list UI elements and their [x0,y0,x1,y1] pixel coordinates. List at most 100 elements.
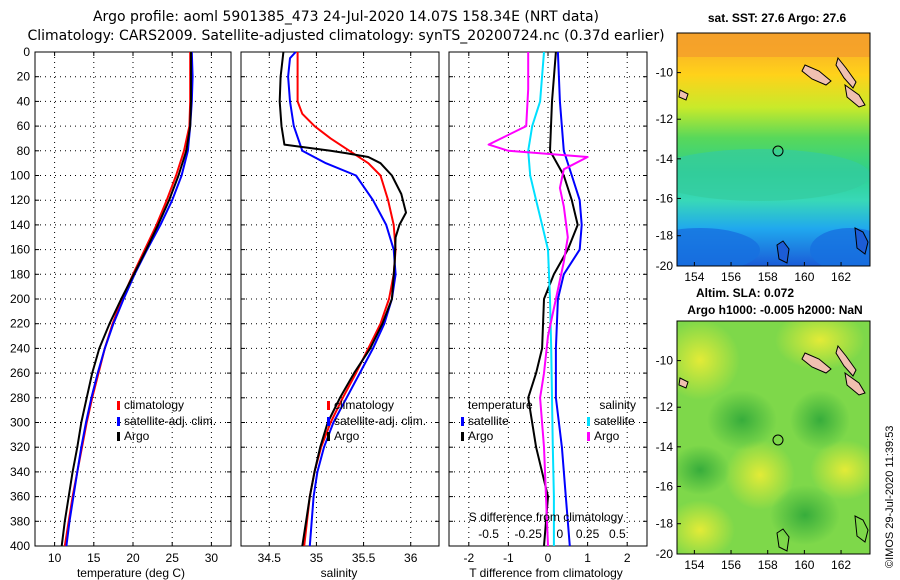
map-y-tick-label: -20 [656,547,674,561]
x-tick-label: 1 [584,551,591,565]
y-tick-label: 340 [10,465,30,479]
credit-text: ©IMOS 29-Jul-2020 11:39:53 [884,426,896,568]
title-line-1: Argo profile: aoml 5901385_473 24-Jul-20… [93,9,599,25]
sla-map-title-2: Argo h1000: -0.005 h2000: NaN [687,303,862,317]
map-x-tick-label: 154 [684,558,704,572]
sst-map-ticks: 154 156 158 160 162 -10 -12 -14 -16 -18 -20 [656,66,852,284]
sla-low-blob [707,390,777,450]
map-x-tick-label: 162 [831,558,851,572]
sst-map [677,33,870,266]
island-icon [835,344,857,377]
difference-x-label: T difference from climatology [469,566,623,580]
y-tick-label: 220 [10,317,30,331]
sla-low-blob [790,390,850,450]
y-tick-label: 40 [17,94,31,108]
sst-orange-top [677,33,870,57]
y-tick-label: 360 [10,490,30,504]
argo-float-marker [772,145,784,157]
legend-swatch-t-satellite [461,417,464,426]
x-tick-label: 35.5 [352,551,376,565]
island-icon [776,528,790,552]
map-y-tick-label: -12 [656,400,674,414]
sla-high-blob [677,321,740,400]
difference-series [487,51,589,547]
legend-label-climatology: climatology [124,398,184,412]
temperature-grid [35,51,231,547]
x-tick-label: 15 [87,551,101,565]
sla-map [677,321,870,554]
map-x-tick-label: 156 [721,558,741,572]
map-x-tick-label: 160 [794,270,814,284]
top-tick-label: -0.25 [515,527,543,541]
salinity-x-label: salinity [321,566,358,580]
map-x-tick-label: 154 [684,270,704,284]
island-icon [801,64,832,86]
legend-label-satellite: satellite-adj. clim. [334,414,426,428]
difference-x-ticks: -2 -1 0 1 2 [463,551,630,565]
legend-swatch-satellite [327,417,330,426]
y-tick-label: 120 [10,193,30,207]
y-tick-label: 0 [23,45,30,59]
legend-swatch-satellite [117,417,120,426]
x-tick-label: 0 [545,551,552,565]
sla-low-blob [677,445,730,495]
legend-label-climatology: climatology [334,398,394,412]
map-y-tick-label: -10 [656,354,674,368]
difference-grid [449,51,647,547]
temperature-x-ticks: 10 15 20 25 30 [48,551,218,565]
x-tick-label: 20 [126,551,140,565]
difference-legend: temperature satellite Argo salinity sate… [461,398,636,443]
island-icon [835,56,857,89]
depth-axis-labels: 0 20 40 60 80 100 120 140 160 180 200 220 240 260 280 3… [10,45,30,553]
y-tick-label: 100 [10,169,30,183]
x-tick-label: 30 [205,551,219,565]
map-y-tick-label: -12 [656,112,674,126]
x-tick-label: 34.5 [258,551,282,565]
map-x-tick-label: 158 [758,270,778,284]
map-y-tick-label: -14 [656,152,674,166]
y-tick-label: 180 [10,267,30,281]
x-tick-label: 35 [310,551,324,565]
legend-title-salinity: salinity [599,398,636,412]
island-icon [854,515,869,543]
salinity-x-ticks: 34.5 35 35.5 36 [258,551,418,565]
legend-label-satellite: satellite-adj. clim. [124,414,216,428]
y-tick-label: 20 [17,70,31,84]
y-tick-label: 320 [10,440,30,454]
y-tick-label: 400 [10,539,30,553]
legend-label-argo: Argo [124,429,150,443]
title-line-2: Climatology: CARS2009. Satellite-adjuste… [27,28,664,44]
island-icon [854,227,869,255]
y-tick-label: 300 [10,416,30,430]
legend-title-temperature: temperature [468,398,533,412]
sst-blue-patch [810,228,870,266]
island-icon [801,352,832,374]
y-tick-label: 240 [10,341,30,355]
legend-swatch-s-argo [587,432,590,441]
map-x-tick-label: 162 [831,270,851,284]
sla-high-blob [677,500,735,554]
sla-high-blob [810,440,870,500]
temperature-series [60,51,194,547]
salinity-grid [241,51,439,547]
y-tick-label: 140 [10,218,30,232]
legend-label-argo: Argo [334,429,360,443]
map-y-tick-label: -16 [656,191,674,205]
y-tick-label: 80 [17,144,31,158]
x-tick-label: -1 [503,551,514,565]
island-icon [678,89,689,101]
x-tick-label: 2 [624,551,631,565]
x-tick-label: 25 [166,551,180,565]
map-y-tick-label: -16 [656,479,674,493]
salinity-series [278,51,407,547]
map-x-tick-label: 156 [721,270,741,284]
island-icon [844,371,866,396]
series-line-argo-s- [487,52,589,547]
legend-label-t-argo: Argo [468,429,494,443]
x-tick-label: 10 [48,551,62,565]
map-y-tick-label: -10 [656,66,674,80]
series-line-argo [60,52,192,547]
map-y-tick-label: -20 [656,259,674,273]
salinity-panel-frame [240,51,440,547]
